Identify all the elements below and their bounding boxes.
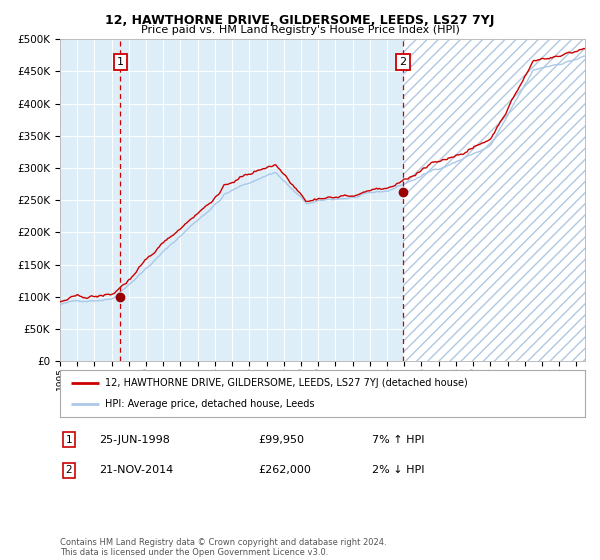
Bar — [403, 39, 585, 361]
Text: 12, HAWTHORNE DRIVE, GILDERSOME, LEEDS, LS27 7YJ: 12, HAWTHORNE DRIVE, GILDERSOME, LEEDS, … — [106, 14, 494, 27]
Text: 2: 2 — [400, 57, 406, 67]
Text: 12, HAWTHORNE DRIVE, GILDERSOME, LEEDS, LS27 7YJ (detached house): 12, HAWTHORNE DRIVE, GILDERSOME, LEEDS, … — [104, 378, 467, 388]
Bar — [403, 39, 585, 361]
Text: 21-NOV-2014: 21-NOV-2014 — [99, 465, 173, 475]
Text: Price paid vs. HM Land Registry's House Price Index (HPI): Price paid vs. HM Land Registry's House … — [140, 25, 460, 35]
Text: Contains HM Land Registry data © Crown copyright and database right 2024.
This d: Contains HM Land Registry data © Crown c… — [60, 538, 386, 557]
Text: 25-JUN-1998: 25-JUN-1998 — [99, 435, 170, 445]
Text: 2: 2 — [65, 465, 73, 475]
Text: 1: 1 — [117, 57, 124, 67]
Text: HPI: Average price, detached house, Leeds: HPI: Average price, detached house, Leed… — [104, 399, 314, 409]
Text: £99,950: £99,950 — [258, 435, 304, 445]
Text: 2% ↓ HPI: 2% ↓ HPI — [372, 465, 425, 475]
Text: £262,000: £262,000 — [258, 465, 311, 475]
Text: 1: 1 — [65, 435, 73, 445]
Text: 7% ↑ HPI: 7% ↑ HPI — [372, 435, 425, 445]
